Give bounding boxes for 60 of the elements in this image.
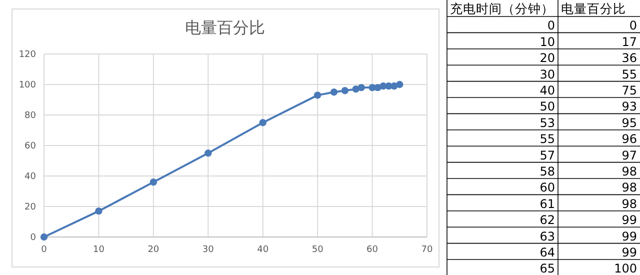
text: 98: [622, 196, 637, 211]
x-tick-label: 30: [202, 245, 214, 255]
text: 0: [547, 18, 555, 33]
text: 63: [540, 229, 555, 244]
text: 17: [622, 34, 637, 49]
y-tick-label: 60: [24, 142, 36, 152]
text: 65: [540, 262, 555, 275]
text: 50: [540, 100, 555, 114]
text: 30: [540, 67, 555, 82]
text: 75: [622, 84, 637, 98]
point: [95, 207, 102, 215]
text: 0: [629, 18, 637, 33]
text: 53: [540, 116, 555, 130]
point: [330, 88, 338, 96]
point: [150, 178, 158, 186]
y-tick-label: 120: [18, 50, 36, 60]
text: 充电时间（分钟）: [450, 1, 554, 16]
point: [204, 150, 212, 157]
x-tick-label: 50: [312, 245, 324, 255]
text: 36: [622, 51, 637, 66]
text: 55: [540, 132, 555, 146]
chart-title: 电量百分比: [185, 18, 265, 37]
text: 61: [540, 196, 555, 211]
y-tick-label: 20: [24, 202, 36, 212]
point: [358, 84, 365, 92]
text: 99: [622, 229, 637, 244]
point: [341, 87, 349, 94]
text: 100: [614, 262, 637, 275]
text: 99: [622, 246, 637, 260]
text: 62: [540, 213, 555, 228]
text: 97: [622, 148, 637, 162]
text: 98: [622, 164, 637, 178]
text: 57: [540, 148, 555, 162]
text: 20: [540, 51, 555, 66]
text: 95: [622, 116, 637, 130]
x-tick-label: 60: [366, 245, 378, 255]
y-tick-label: 80: [24, 111, 36, 121]
x-tick-label: 70: [421, 245, 433, 255]
text: 99: [622, 213, 637, 228]
text: 58: [540, 164, 555, 178]
text: 55: [622, 67, 637, 82]
text: 64: [540, 246, 555, 260]
y-tick-label: 40: [24, 172, 36, 182]
x-tick-label: 20: [148, 245, 160, 255]
text: 96: [622, 132, 637, 146]
text: 40: [540, 84, 555, 98]
x-tick-label: 10: [92, 245, 105, 255]
text: 93: [622, 100, 637, 114]
point: [314, 92, 322, 99]
text: 60: [540, 180, 555, 195]
point: [396, 80, 404, 88]
point: [259, 119, 266, 126]
text: 98: [622, 180, 637, 195]
y-tick-label: 100: [18, 80, 36, 90]
text: 10: [540, 34, 555, 49]
x-tick-label: 0: [41, 245, 48, 255]
y-tick-label: 0: [30, 233, 36, 243]
text: 电量百分比: [561, 1, 626, 16]
point: [40, 233, 48, 241]
x-tick-label: 40: [257, 245, 269, 255]
